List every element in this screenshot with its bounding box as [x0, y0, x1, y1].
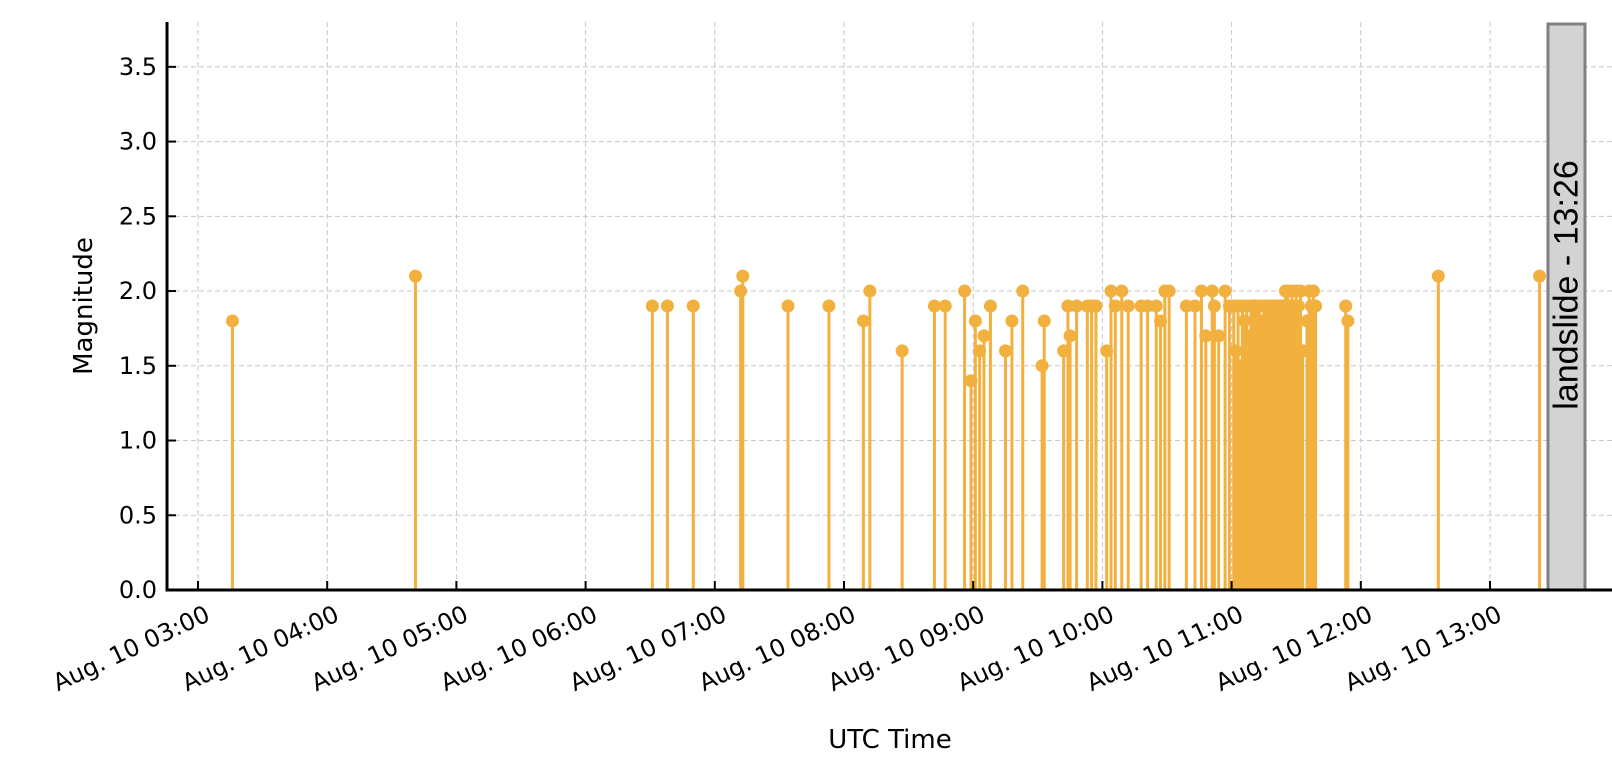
stem-marker — [1306, 284, 1320, 298]
stem-marker — [1341, 314, 1355, 328]
stem-marker — [1005, 314, 1019, 328]
stem-marker — [408, 269, 422, 283]
stem-marker — [1188, 299, 1202, 313]
x-axis-title: UTC Time — [828, 725, 951, 755]
stem-marker — [1089, 299, 1103, 313]
stem-marker — [958, 284, 972, 298]
stem-marker — [1035, 359, 1049, 373]
stem-marker — [645, 299, 659, 313]
stem-marker — [968, 314, 982, 328]
y-tick-label: 2.0 — [119, 277, 157, 305]
stem-marker — [1533, 269, 1547, 283]
stem-marker — [1431, 269, 1445, 283]
stem-marker — [856, 314, 870, 328]
stem-marker — [895, 344, 909, 358]
stem-marker — [973, 344, 987, 358]
stem-marker — [1242, 329, 1256, 343]
stem-marker — [1016, 284, 1030, 298]
stem-marker — [1309, 299, 1323, 313]
stem-marker — [938, 299, 952, 313]
stem-marker — [1063, 329, 1077, 343]
stem-marker — [1121, 299, 1135, 313]
stem-marker — [1207, 299, 1221, 313]
stem-marker — [927, 299, 941, 313]
y-tick-label: 2.5 — [119, 202, 157, 230]
landslide-label: landslide - 13:26 — [1547, 160, 1585, 410]
stem-marker — [1104, 284, 1118, 298]
axes — [165, 22, 1612, 592]
stem-marker — [1037, 314, 1051, 328]
stem-marker — [1238, 314, 1252, 328]
stem-marker — [1339, 299, 1353, 313]
y-tick-label: 3.0 — [119, 128, 157, 156]
stem-marker — [1199, 329, 1213, 343]
y-tick-label: 1.0 — [119, 427, 157, 455]
stem-marker — [1205, 284, 1219, 298]
stem-marker — [1194, 284, 1208, 298]
stem-marker — [1057, 344, 1071, 358]
stem-marker — [977, 329, 991, 343]
y-tick-label: 3.5 — [119, 53, 157, 81]
stem-marker — [999, 344, 1012, 358]
y-tick-label: 0.5 — [119, 501, 157, 529]
stem-marker — [1218, 284, 1232, 298]
stem-marker — [1100, 344, 1114, 358]
stem-marker — [781, 299, 795, 313]
stem-marker — [863, 284, 877, 298]
y-tick-label: 0.0 — [119, 576, 157, 604]
stem-marker — [1115, 284, 1129, 298]
stem-marker — [1233, 359, 1247, 373]
landslide-marker-box — [1546, 22, 1587, 592]
stem-marker — [736, 269, 750, 283]
stem-marker — [1255, 314, 1269, 328]
y-tick-label: 1.5 — [119, 352, 157, 380]
stem-series — [225, 269, 1547, 590]
stem-marker — [964, 374, 978, 388]
stem-marker — [1149, 299, 1163, 313]
stem-marker — [686, 299, 700, 313]
stem-marker — [1291, 299, 1305, 313]
stem-marker — [1162, 284, 1176, 298]
stem-marker — [1296, 344, 1310, 358]
y-ticks: 0.0 0.5 1.0 1.5 2.0 2.5 3.0 3.5 — [119, 53, 176, 604]
y-axis-title: Magnitude — [69, 237, 99, 375]
stem-marker — [1229, 344, 1243, 358]
stem-marker — [1154, 314, 1168, 328]
stem-marker — [1300, 314, 1314, 328]
stem-marker — [1070, 299, 1084, 313]
stem-marker — [660, 299, 674, 313]
stem-marker — [734, 284, 748, 298]
stem-marker — [225, 314, 239, 328]
stem-marker — [1108, 299, 1122, 313]
grid-lines — [167, 22, 1612, 590]
stem-marker — [1212, 329, 1226, 343]
stem-marker — [822, 299, 836, 313]
landslide-annotation: landslide - 13:26 — [1546, 22, 1587, 592]
stem-marker — [983, 299, 997, 313]
